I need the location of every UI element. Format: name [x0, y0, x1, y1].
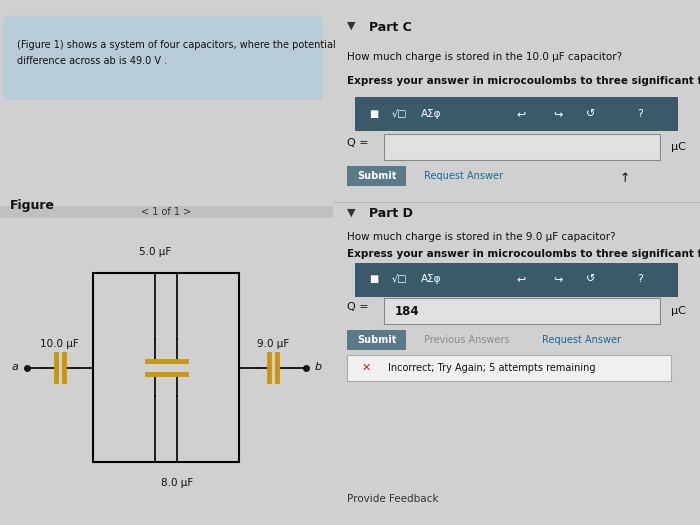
- Text: ↪: ↪: [553, 109, 562, 119]
- Text: ✕: ✕: [362, 363, 371, 373]
- Bar: [384, 134, 659, 160]
- Text: 8.0 μF: 8.0 μF: [161, 478, 193, 488]
- Text: Request Answer: Request Answer: [424, 171, 503, 182]
- Text: Express your answer in microcoulombs to three significant figures.: Express your answer in microcoulombs to …: [347, 76, 700, 86]
- Text: ΑΣφ: ΑΣφ: [421, 274, 441, 285]
- Text: ↩: ↩: [517, 274, 526, 285]
- Bar: [355, 97, 678, 131]
- Text: ▼: ▼: [347, 207, 356, 217]
- Text: Part D: Part D: [370, 207, 413, 220]
- Text: ↪: ↪: [553, 274, 562, 285]
- Text: ↑: ↑: [620, 172, 630, 185]
- Text: ?: ?: [638, 109, 643, 119]
- FancyBboxPatch shape: [4, 16, 323, 100]
- Text: √□: √□: [391, 109, 407, 119]
- Text: ■: ■: [370, 274, 379, 285]
- Bar: [0, 206, 332, 218]
- Text: Submit: Submit: [357, 334, 396, 345]
- Text: Figure: Figure: [10, 200, 55, 213]
- Text: 5.0 μF: 5.0 μF: [139, 247, 172, 257]
- Text: Incorrect; Try Again; 5 attempts remaining: Incorrect; Try Again; 5 attempts remaini…: [388, 363, 595, 373]
- Text: ↺: ↺: [586, 109, 596, 119]
- Bar: [347, 355, 671, 381]
- Text: Request Answer: Request Answer: [542, 334, 621, 345]
- Text: ↺: ↺: [586, 274, 596, 285]
- Text: b: b: [314, 362, 321, 373]
- Text: Q =: Q =: [347, 302, 369, 312]
- Text: μC: μC: [671, 306, 685, 317]
- Text: ■: ■: [370, 109, 379, 119]
- Text: Q =: Q =: [347, 138, 369, 148]
- Text: < 1 of 1 >: < 1 of 1 >: [141, 207, 191, 217]
- Bar: [347, 166, 406, 186]
- Text: ?: ?: [638, 274, 643, 285]
- Text: Previous Answers: Previous Answers: [424, 334, 510, 345]
- Text: How much charge is stored in the 10.0 μF capacitor?: How much charge is stored in the 10.0 μF…: [347, 52, 622, 62]
- Text: √□: √□: [391, 274, 407, 285]
- Text: 9.0 μF: 9.0 μF: [256, 339, 289, 349]
- Text: How much charge is stored in the 9.0 μF capacitor?: How much charge is stored in the 9.0 μF …: [347, 232, 616, 242]
- Text: Submit: Submit: [357, 171, 396, 182]
- Bar: [347, 330, 406, 350]
- Text: ↩: ↩: [517, 109, 526, 119]
- Text: μC: μC: [671, 142, 685, 152]
- Text: Part C: Part C: [370, 21, 412, 34]
- Text: ΑΣφ: ΑΣφ: [421, 109, 441, 119]
- Text: a: a: [11, 362, 18, 373]
- Text: Express your answer in microcoulombs to three significant figures.: Express your answer in microcoulombs to …: [347, 249, 700, 259]
- Bar: [355, 262, 678, 297]
- Text: ▼: ▼: [347, 21, 356, 31]
- Bar: [93, 273, 239, 462]
- Text: 184: 184: [395, 305, 419, 318]
- Text: (Figure 1) shows a system of four capacitors, where the potential: (Figure 1) shows a system of four capaci…: [17, 40, 335, 50]
- Text: Provide Feedback: Provide Feedback: [347, 494, 439, 504]
- Bar: [384, 298, 659, 324]
- Text: difference across ab is 49.0 V .: difference across ab is 49.0 V .: [17, 56, 167, 66]
- Text: 10.0 μF: 10.0 μF: [41, 339, 79, 349]
